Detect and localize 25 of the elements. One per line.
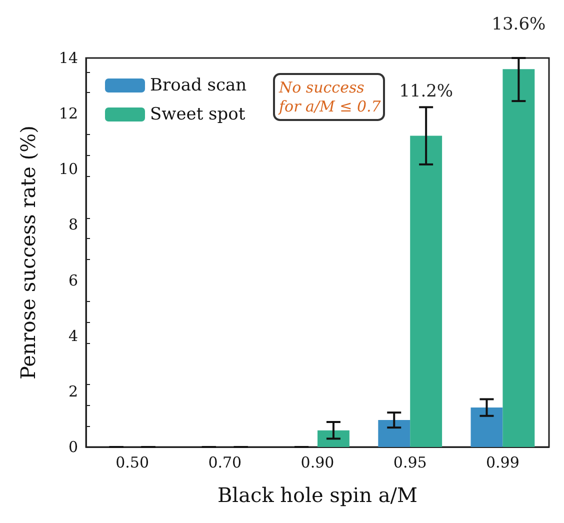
y-tick-label: 8 (68, 216, 78, 234)
y-tick-label: 6 (68, 271, 78, 290)
bar (378, 420, 410, 447)
y-tick-label: 12 (58, 104, 78, 123)
y-tick-label: 10 (58, 160, 78, 178)
y-tick-label: 0 (68, 438, 78, 456)
x-tick-label: 0.70 (208, 454, 242, 472)
y-axis-title: Penrose success rate (%) (16, 126, 40, 380)
bar (502, 69, 535, 447)
x-tick-label: 0.95 (393, 454, 427, 472)
x-tick-label: 0.90 (300, 454, 334, 472)
y-tick-label: 14 (58, 49, 78, 67)
annotation: 11.2% (399, 81, 454, 102)
bar (410, 136, 442, 447)
bar (318, 430, 350, 447)
x-axis-title: Black hole spin a/M (217, 483, 418, 507)
x-tick-label: 0.99 (486, 454, 520, 472)
legend-label: Sweet spot (150, 104, 246, 124)
annotation: No success for a/M ≤ 0.7 (278, 78, 382, 116)
y-tick-label: 4 (68, 326, 78, 345)
annotation: 13.6% (492, 14, 546, 35)
x-tick-label: 0.50 (116, 454, 150, 472)
bar (470, 408, 503, 447)
legend-label: Broad scan (150, 76, 247, 96)
y-tick-label: 2 (68, 382, 78, 400)
